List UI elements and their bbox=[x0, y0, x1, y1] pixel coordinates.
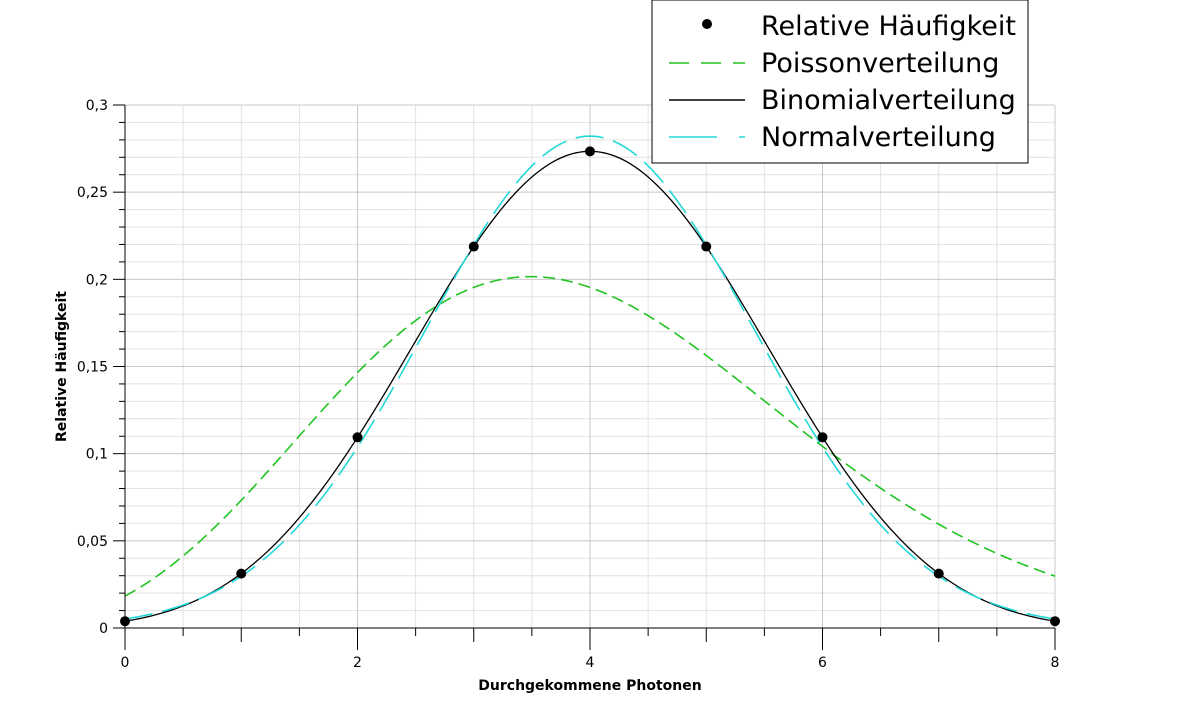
x-tick-label: 0 bbox=[121, 655, 130, 671]
data-point bbox=[585, 146, 595, 157]
y-tick-label: 0,1 bbox=[86, 447, 108, 463]
tick-labels: 0 2 4 6 8 0 0,05 0,1 0,15 0,2 0,25 0,3 bbox=[77, 98, 1060, 671]
x-tick-label: 6 bbox=[818, 655, 827, 671]
series-line-poisson bbox=[124, 275, 1056, 597]
y-tick-label: 0,3 bbox=[86, 98, 108, 114]
y-tick-label: 0,25 bbox=[77, 185, 108, 201]
legend-label: Binomialverteilung bbox=[761, 85, 1016, 116]
x-tick-label: 8 bbox=[1051, 655, 1060, 671]
data-point bbox=[1050, 616, 1060, 627]
legend: Relative Häufigkeit Poissonverteilung Bino… bbox=[651, 0, 1029, 164]
legend-box bbox=[651, 0, 1029, 164]
legend-symbol-points bbox=[702, 19, 712, 29]
y-tick-label: 0,15 bbox=[77, 360, 108, 376]
legend-label: Normalverteilung bbox=[761, 122, 996, 153]
data-point bbox=[468, 241, 479, 252]
axes bbox=[113, 104, 1056, 650]
data-point bbox=[352, 432, 363, 443]
legend-label: Poissonverteilung bbox=[761, 48, 999, 79]
series-line-normal bbox=[124, 135, 1056, 620]
grid-major bbox=[124, 104, 1056, 629]
y-axis-title: Relative Häufigkeit bbox=[54, 291, 70, 442]
x-tick-label: 2 bbox=[353, 655, 362, 671]
data-point bbox=[236, 568, 247, 579]
x-axis-title: Durchgekommene Photonen bbox=[478, 678, 701, 694]
y-tick-label: 0,2 bbox=[86, 272, 108, 288]
y-tick-label: 0,05 bbox=[77, 534, 108, 550]
x-tick-label: 4 bbox=[586, 655, 595, 671]
data-point bbox=[701, 241, 712, 252]
data-point bbox=[817, 432, 828, 443]
data-point bbox=[933, 568, 944, 579]
y-tick-label: 0 bbox=[99, 621, 108, 637]
legend-label: Relative Häufigkeit bbox=[761, 11, 1016, 42]
series-layer bbox=[120, 135, 1060, 627]
